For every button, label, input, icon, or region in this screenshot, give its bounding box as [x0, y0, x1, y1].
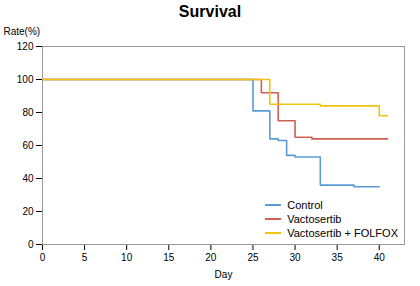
svg-text:30: 30 [289, 252, 301, 263]
svg-text:20: 20 [205, 252, 217, 263]
html-text:Survival: Survival [178, 3, 242, 20]
svg-text:25: 25 [247, 252, 259, 263]
svg-text:0: 0 [40, 252, 46, 263]
svg-text:Rate(%): Rate(%) [4, 26, 41, 37]
svg-text:120: 120 [17, 41, 34, 52]
svg-text:60: 60 [22, 140, 34, 151]
svg-text:5: 5 [82, 252, 88, 263]
svg-text:80: 80 [22, 107, 34, 118]
svg-text:0: 0 [28, 239, 34, 250]
html-text:Vactosertib + FOLFOX: Vactosertib + FOLFOX [287, 227, 398, 239]
svg-text:40: 40 [22, 173, 34, 184]
svg-text:Day: Day [215, 269, 233, 280]
svg-text:15: 15 [163, 252, 175, 263]
svg-text:20: 20 [22, 206, 34, 217]
svg-text:35: 35 [332, 252, 344, 263]
html-text:Control: Control [287, 199, 323, 211]
svg-text:100: 100 [17, 74, 34, 85]
svg-text:10: 10 [121, 252, 133, 263]
svg-text:40: 40 [374, 252, 386, 263]
html-text:Vactosertib: Vactosertib [287, 213, 342, 225]
